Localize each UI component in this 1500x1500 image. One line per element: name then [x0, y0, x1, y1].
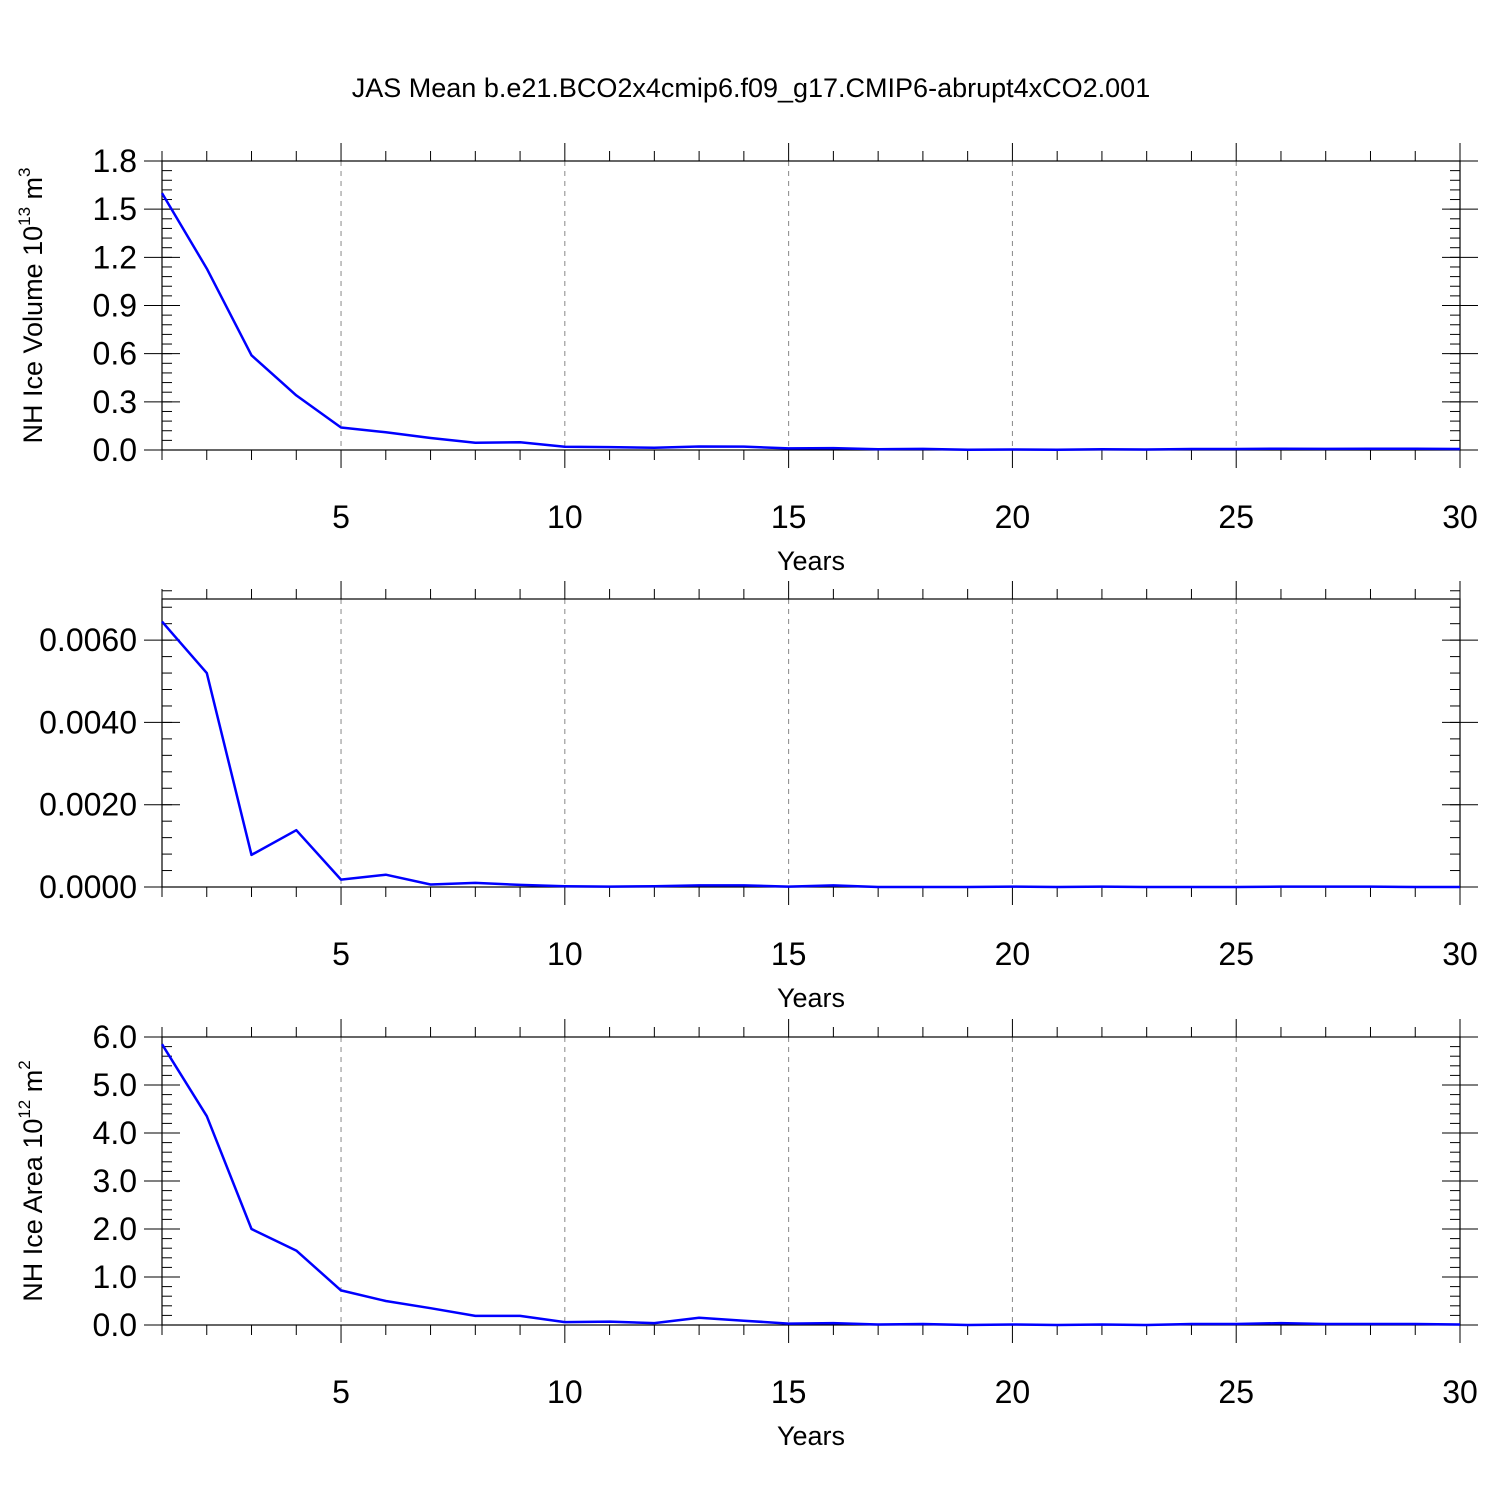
x-tick-label: 15 — [771, 499, 807, 535]
x-tick-label: 15 — [771, 936, 807, 972]
x-axis-label: Years — [777, 1421, 845, 1451]
y-tick-label: 1.2 — [93, 239, 137, 275]
y-tick-label: 0.0000 — [39, 869, 137, 905]
panel-1: 0.0 0.3 0.6 0.9 1.2 1.5 1.8 5 10 15 20 25 30 Years NH … — [15, 143, 1478, 576]
y-tick-label: 2.0 — [93, 1211, 137, 1247]
panel-2: 0.0000 0.0020 0.0040 0.0060 5 10 15 20 25 30 Years — [39, 581, 1478, 1013]
x-tick-label: 20 — [995, 936, 1031, 972]
y-axis-label: NH Ice Volume 1013 m3 — [15, 168, 48, 444]
panels: 0.0 0.3 0.6 0.9 1.2 1.5 1.8 5 10 15 20 25 30 Years NH … — [15, 143, 1478, 1451]
y-axis-label: NH Ice Area 1012 m2 — [15, 1060, 48, 1301]
plot-frame — [161, 1036, 1461, 1326]
y-tick-label: 3.0 — [93, 1163, 137, 1199]
panel-3: 0.0 1.0 2.0 3.0 4.0 5.0 6.0 5 10 15 20 25 30 Years NH … — [15, 1019, 1478, 1451]
x-tick-label: 30 — [1442, 499, 1478, 535]
x-tick-label: 25 — [1218, 1374, 1254, 1410]
x-axis-label: Years — [777, 546, 845, 576]
y-tick-label: 1.8 — [93, 143, 137, 179]
series-line — [160, 192, 1461, 451]
y-tick-label: 0.0040 — [39, 704, 137, 740]
x-tick-label: 5 — [332, 936, 350, 972]
y-tick-label: 0.0060 — [39, 622, 137, 658]
x-tick-label: 10 — [547, 936, 583, 972]
y-tick-label: 0.3 — [93, 384, 137, 420]
series-line — [161, 620, 1460, 889]
plot-frame — [161, 598, 1461, 888]
x-tick-label: 5 — [332, 499, 350, 535]
y-tick-label: 0.0 — [93, 432, 137, 468]
x-tick-label: 25 — [1218, 499, 1254, 535]
y-tick-label: 0.6 — [93, 336, 137, 372]
x-tick-label: 10 — [547, 1374, 583, 1410]
y-tick-label: 4.0 — [93, 1115, 137, 1151]
figure-title: JAS Mean b.e21.BCO2x4cmip6.f09_g17.CMIP6… — [352, 73, 1150, 103]
y-tick-label: 1.0 — [93, 1259, 137, 1295]
plot-frame — [161, 160, 1461, 451]
x-tick-label: 5 — [332, 1374, 350, 1410]
y-tick-label: 1.5 — [93, 191, 137, 227]
x-tick-label: 20 — [995, 499, 1031, 535]
y-tick-label: 0.9 — [93, 288, 137, 324]
y-tick-label: 0.0020 — [39, 787, 137, 823]
x-tick-label: 25 — [1218, 936, 1254, 972]
y-tick-label: 6.0 — [93, 1019, 137, 1055]
x-tick-label: 30 — [1442, 936, 1478, 972]
x-tick-label: 20 — [995, 1374, 1031, 1410]
x-axis-label: Years — [777, 983, 845, 1013]
x-tick-label: 30 — [1442, 1374, 1478, 1410]
y-tick-label: 5.0 — [93, 1067, 137, 1103]
series-line — [160, 1043, 1461, 1327]
x-tick-label: 10 — [547, 499, 583, 535]
y-tick-label: 0.0 — [93, 1307, 137, 1343]
x-tick-label: 15 — [771, 1374, 807, 1410]
